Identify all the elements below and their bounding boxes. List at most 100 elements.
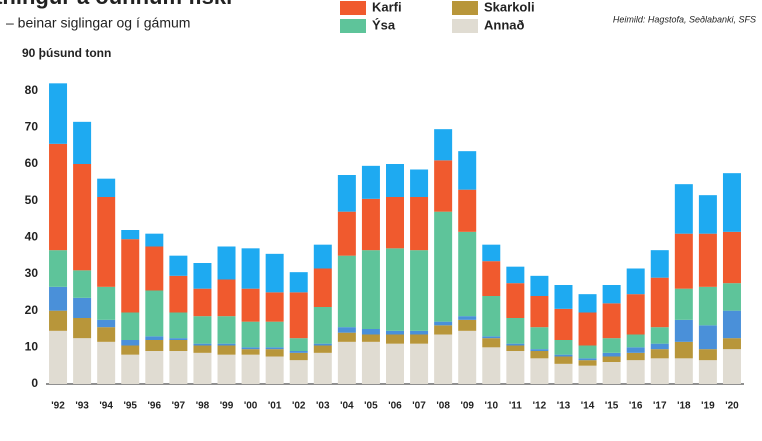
- chart-subtitle: – beinar siglingar og í gámum: [6, 15, 190, 31]
- bar-segment: [554, 340, 573, 355]
- bar-segment: [530, 349, 549, 351]
- x-tick-label: '14: [581, 401, 595, 412]
- bar-segment: [121, 345, 140, 355]
- bar-segment: [650, 327, 669, 344]
- bar-segment: [361, 198, 380, 251]
- bar-segment: [698, 195, 717, 234]
- bar-segment: [361, 341, 380, 384]
- bar-segment: [482, 347, 501, 384]
- bar-segment: [361, 250, 380, 329]
- bar-segment: [578, 365, 597, 384]
- bar-segment: [602, 285, 621, 304]
- bar-segment: [313, 244, 332, 269]
- bar-segment: [121, 230, 140, 240]
- y-tick-label: 80: [25, 83, 39, 97]
- bar-segment: [698, 233, 717, 287]
- bar-segment: [169, 340, 188, 351]
- bar-segment: [217, 246, 236, 280]
- chart-title: Útflutningur á óunnum fiski: [0, 0, 232, 9]
- bar-segment: [265, 349, 284, 357]
- y-tick-label: 0: [31, 376, 38, 390]
- bar-segment: [97, 197, 116, 287]
- bar-segment: [578, 360, 597, 366]
- bar-segment: [698, 325, 717, 350]
- bar-segment: [554, 354, 573, 357]
- bar-segment: [482, 296, 501, 337]
- bar-segment: [506, 345, 525, 351]
- bar-segment: [578, 345, 597, 359]
- x-tick-label: '97: [172, 401, 186, 412]
- x-tick-label: '96: [148, 401, 162, 412]
- bar-segment: [193, 288, 212, 317]
- bar-segment: [506, 266, 525, 284]
- legend-label: Annað: [484, 17, 525, 32]
- bar-segment: [674, 288, 693, 320]
- bar-segment: [193, 263, 212, 289]
- bar-segment: [73, 318, 92, 339]
- bar-segment: [386, 248, 404, 331]
- bar-segment: [602, 303, 621, 339]
- y-tick-label: 50: [25, 193, 39, 207]
- bar-segment: [674, 358, 693, 384]
- x-tick-label: '09: [460, 401, 474, 412]
- bar-segment: [530, 275, 549, 296]
- bar-segment: [722, 349, 741, 384]
- bar-segment: [674, 233, 693, 289]
- bar-segment: [97, 341, 116, 384]
- bar-segment: [97, 327, 116, 342]
- x-tick-label: '12: [533, 401, 547, 412]
- bar-segment: [506, 351, 525, 384]
- bar-segment: [434, 160, 453, 212]
- x-tick-label: '92: [51, 401, 65, 412]
- bar-segment: [169, 338, 188, 340]
- bar-segment: [698, 286, 717, 326]
- y-tick-label: 90 þúsund tonn: [22, 46, 111, 60]
- x-tick-label: '10: [485, 401, 499, 412]
- bar-segment: [361, 334, 380, 342]
- bar-segment: [650, 343, 669, 350]
- bar-segment: [361, 165, 380, 199]
- bar-segment: [241, 349, 260, 355]
- x-tick-label: '06: [388, 401, 402, 412]
- bar-segment: [506, 318, 525, 344]
- bar-segment: [217, 354, 236, 384]
- bar-segment: [193, 343, 212, 346]
- bar-segment: [73, 270, 92, 298]
- bar-segment: [241, 354, 260, 384]
- bar-segment: [49, 310, 68, 331]
- x-tick-label: '08: [436, 401, 450, 412]
- bar-segment: [674, 184, 693, 234]
- bar-segment: [265, 321, 284, 348]
- x-tick-label: '95: [123, 401, 137, 412]
- bar-segment: [49, 143, 68, 251]
- bar-segment: [554, 285, 573, 309]
- bar-segment: [313, 343, 332, 346]
- bar-segment: [554, 308, 573, 340]
- bar-segment: [265, 347, 284, 350]
- bar-segment: [650, 250, 669, 278]
- x-tick-label: '01: [268, 401, 282, 412]
- bar-segment: [217, 316, 236, 344]
- bar-segment: [49, 286, 68, 311]
- bar-segment: [482, 336, 501, 339]
- bar-segment: [217, 345, 236, 355]
- bar-segment: [73, 338, 92, 384]
- bar-segment: [169, 312, 188, 339]
- bar-segment: [602, 356, 621, 362]
- source: Heimild: Hagstofa, Seðlabanki, SFS: [613, 14, 756, 24]
- bar-segment: [289, 351, 308, 353]
- bar-segment: [97, 286, 116, 320]
- bar-segment: [626, 294, 645, 335]
- bar-segment: [578, 358, 597, 361]
- bar-segment: [602, 352, 621, 357]
- bar-segment: [265, 356, 284, 384]
- bar-segment: [145, 233, 164, 247]
- bar-segment: [650, 349, 669, 359]
- bar-segment: [674, 341, 693, 359]
- bar-segment: [386, 197, 404, 249]
- y-tick-label: 30: [25, 266, 39, 280]
- bar-segment: [337, 175, 356, 212]
- bar-segment: [169, 351, 188, 384]
- bar-segment: [289, 338, 308, 351]
